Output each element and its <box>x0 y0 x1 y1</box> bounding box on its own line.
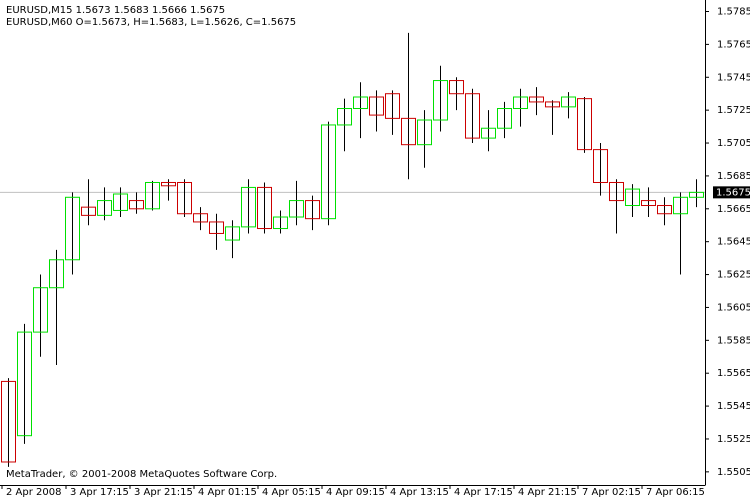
candle-body <box>289 200 304 218</box>
x-tick-label: 7 Apr 02:15 <box>582 487 641 498</box>
y-tick-label: 1.5705 <box>717 138 750 149</box>
y-tick-label: 1.5625 <box>717 270 750 281</box>
candle-body <box>257 186 272 230</box>
candle-body <box>385 93 400 119</box>
candle-body <box>113 193 128 211</box>
candle-body <box>513 96 528 110</box>
x-tick-label: 2 Apr 2008 <box>6 487 61 498</box>
candle-body <box>49 259 64 289</box>
candle-body <box>401 117 416 146</box>
candle-body <box>65 196 80 261</box>
candle-body <box>321 124 336 220</box>
candle-body <box>209 221 224 234</box>
y-tick-label: 1.5785 <box>717 7 750 18</box>
candle-body <box>561 96 576 108</box>
candle-body <box>417 119 432 146</box>
candle-body <box>433 80 448 121</box>
candle-body <box>625 188 640 207</box>
candle-body <box>225 226 240 241</box>
y-tick-label: 1.5665 <box>717 204 750 215</box>
y-tick-label: 1.5565 <box>717 368 750 379</box>
y-tick-label: 1.5765 <box>717 39 750 50</box>
candle-body <box>145 181 160 210</box>
candle-body <box>577 98 592 151</box>
y-tick-label: 1.5685 <box>717 171 750 182</box>
copyright: MetaTrader, © 2001-2008 MetaQuotes Softw… <box>6 469 277 480</box>
candle-body <box>97 200 112 216</box>
y-tick-label: 1.5545 <box>717 401 750 412</box>
candle-body <box>481 127 496 139</box>
candle-body <box>369 96 384 116</box>
x-tick-label: 7 Apr 06:15 <box>646 487 705 498</box>
candle-body <box>1 380 16 463</box>
candle-body <box>673 196 688 215</box>
x-tick-label: 4 Apr 13:15 <box>390 487 449 498</box>
x-tick-label: 4 Apr 17:15 <box>454 487 513 498</box>
candle-body <box>81 206 96 216</box>
symbol-info: EURUSD,M15 1.5673 1.5683 1.5666 1.5675 <box>6 5 225 16</box>
candle-body <box>545 101 560 108</box>
candle-body <box>657 205 672 215</box>
candle-body <box>609 181 624 202</box>
y-tick-label: 1.5525 <box>717 434 750 445</box>
x-tick-label: 4 Apr 01:15 <box>198 487 257 498</box>
y-tick-label: 1.5725 <box>717 105 750 116</box>
candle-body <box>529 96 544 103</box>
candle-body <box>177 181 192 215</box>
candle-body <box>193 213 208 223</box>
candle-body <box>129 200 144 210</box>
candle-body <box>273 216 288 230</box>
candle-body <box>305 200 320 220</box>
last-price-box <box>713 186 750 199</box>
candle-body <box>449 80 464 95</box>
x-tick-label: 3 Apr 17:15 <box>70 487 129 498</box>
x-tick-label: 3 Apr 21:15 <box>134 487 193 498</box>
y-tick-label: 1.5505 <box>717 467 750 478</box>
candle-body <box>161 181 176 187</box>
y-tick-label: 1.5585 <box>717 335 750 346</box>
candle-body <box>337 108 352 126</box>
candle-body <box>33 287 48 333</box>
candle-body <box>497 108 512 129</box>
last-price-label: 1.5675 <box>716 187 750 198</box>
candle-body <box>593 149 608 183</box>
candle-body <box>353 96 368 110</box>
candle-body <box>689 191 704 198</box>
candle-body <box>641 200 656 207</box>
candle-body <box>17 331 32 437</box>
y-tick-label: 1.5605 <box>717 302 750 313</box>
x-tick-label: 4 Apr 05:15 <box>262 487 321 498</box>
y-tick-label: 1.5745 <box>717 72 750 83</box>
ohlc-info: EURUSD,M60 O=1.5673, H=1.5683, L=1.5626,… <box>6 17 296 28</box>
y-tick-label: 1.5645 <box>717 237 750 248</box>
candle-body <box>465 93 480 139</box>
x-tick-label: 4 Apr 21:15 <box>518 487 577 498</box>
x-tick-label: 4 Apr 09:15 <box>326 487 385 498</box>
candle-body <box>241 186 256 228</box>
